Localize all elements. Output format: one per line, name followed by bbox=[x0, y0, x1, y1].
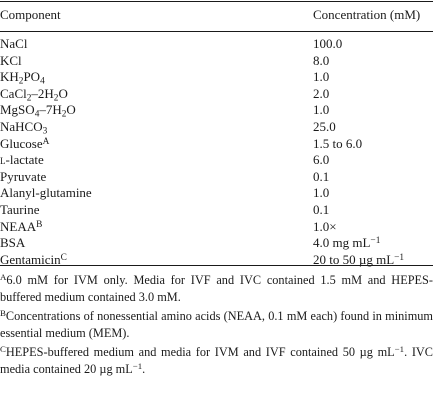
table-footnotes: A6.0 mM for IVM only. Media for IVF and … bbox=[0, 272, 433, 378]
component-cell: Taurine bbox=[0, 201, 40, 217]
concentration-cell: 4.0 mg mL−1 bbox=[313, 235, 381, 251]
table-header-rule bbox=[0, 31, 433, 32]
table-row: KH2PO4 1.0 bbox=[0, 69, 433, 86]
concentration-cell: 2.0 bbox=[313, 85, 330, 101]
table-row: Alanyl-glutamine 1.0 bbox=[0, 185, 433, 202]
concentration-cell: 1.5 to 6.0 bbox=[313, 135, 363, 151]
table-row: NaHCO3 25.0 bbox=[0, 119, 433, 136]
table-row: NaCl 100.0 bbox=[0, 36, 433, 53]
concentration-cell: 1.0 bbox=[313, 185, 330, 201]
table-body: NaCl 100.0 KCl 8.0 KH2PO4 1.0 CaCl2–2H2O… bbox=[0, 36, 433, 268]
component-cell: MgSO4–7H2O bbox=[0, 102, 76, 120]
component-cell: KH2PO4 bbox=[0, 69, 45, 87]
concentration-cell: 0.1 bbox=[313, 201, 330, 217]
component-cell: CaCl2–2H2O bbox=[0, 85, 68, 104]
table-row: Pyruvate 0.1 bbox=[0, 169, 433, 186]
column-header-component: Component bbox=[0, 7, 61, 22]
table-row: GlucoseA 1.5 to 6.0 bbox=[0, 136, 433, 153]
footnote-marker: C bbox=[60, 252, 67, 263]
table-top-rule bbox=[0, 1, 433, 2]
footnote-a: A6.0 mM for IVM only. Media for IVF and … bbox=[0, 272, 433, 305]
table-row: NEAAB 1.0× bbox=[0, 219, 433, 236]
component-cell: Alanyl-glutamine bbox=[0, 185, 92, 201]
component-cell: Pyruvate bbox=[0, 168, 47, 184]
concentration-cell: 6.0 bbox=[313, 152, 330, 168]
concentration-cell: 1.0 bbox=[313, 102, 330, 118]
table-row: l-lactate 6.0 bbox=[0, 152, 433, 169]
table-row: GentamicinC 20 to 50 µg mL−1 bbox=[0, 252, 433, 269]
footnote-marker: B bbox=[0, 308, 6, 319]
footnote-text: Concentrations of nonessential amino aci… bbox=[0, 309, 433, 340]
column-header-concentration: Concentration (mM) bbox=[313, 7, 421, 22]
concentration-cell: 25.0 bbox=[313, 118, 336, 134]
footnote-marker: C bbox=[0, 344, 6, 355]
component-cell: NaCl bbox=[0, 36, 28, 51]
table-row: MgSO4–7H2O 1.0 bbox=[0, 102, 433, 119]
component-cell: GlucoseA bbox=[0, 135, 50, 151]
concentration-cell: 20 to 50 µg mL−1 bbox=[313, 251, 405, 267]
table-row: KCl 8.0 bbox=[0, 53, 433, 70]
concentration-cell: 1.0 bbox=[313, 69, 330, 85]
footnote-marker: A bbox=[0, 272, 7, 283]
footnote-b: BConcentrations of nonessential amino ac… bbox=[0, 308, 433, 341]
footnote-marker: A bbox=[42, 136, 50, 147]
concentration-cell: 8.0 bbox=[313, 52, 330, 68]
component-cell: BSA bbox=[0, 235, 26, 251]
footnote-marker: B bbox=[36, 219, 43, 230]
component-cell: l-lactate bbox=[0, 152, 44, 168]
component-cell: GentamicinC bbox=[0, 251, 67, 267]
table-row: BSA 4.0 mg mL−1 bbox=[0, 235, 433, 252]
concentration-cell: 0.1 bbox=[313, 168, 330, 184]
concentration-cell: 100.0 bbox=[313, 36, 343, 51]
component-cell: NaHCO3 bbox=[0, 118, 48, 137]
concentration-cell: 1.0× bbox=[313, 218, 337, 234]
footnote-text: 6.0 mM for IVM only. Media for IVF and I… bbox=[0, 273, 433, 304]
component-cell: KCl bbox=[0, 52, 22, 68]
component-cell: NEAAB bbox=[0, 218, 43, 234]
footnote-c: CHEPES-buffered medium and media for IVM… bbox=[0, 344, 433, 376]
table-row: CaCl2–2H2O 2.0 bbox=[0, 86, 433, 103]
table-bottom-rule bbox=[0, 265, 433, 266]
table-row: Taurine 0.1 bbox=[0, 202, 433, 219]
